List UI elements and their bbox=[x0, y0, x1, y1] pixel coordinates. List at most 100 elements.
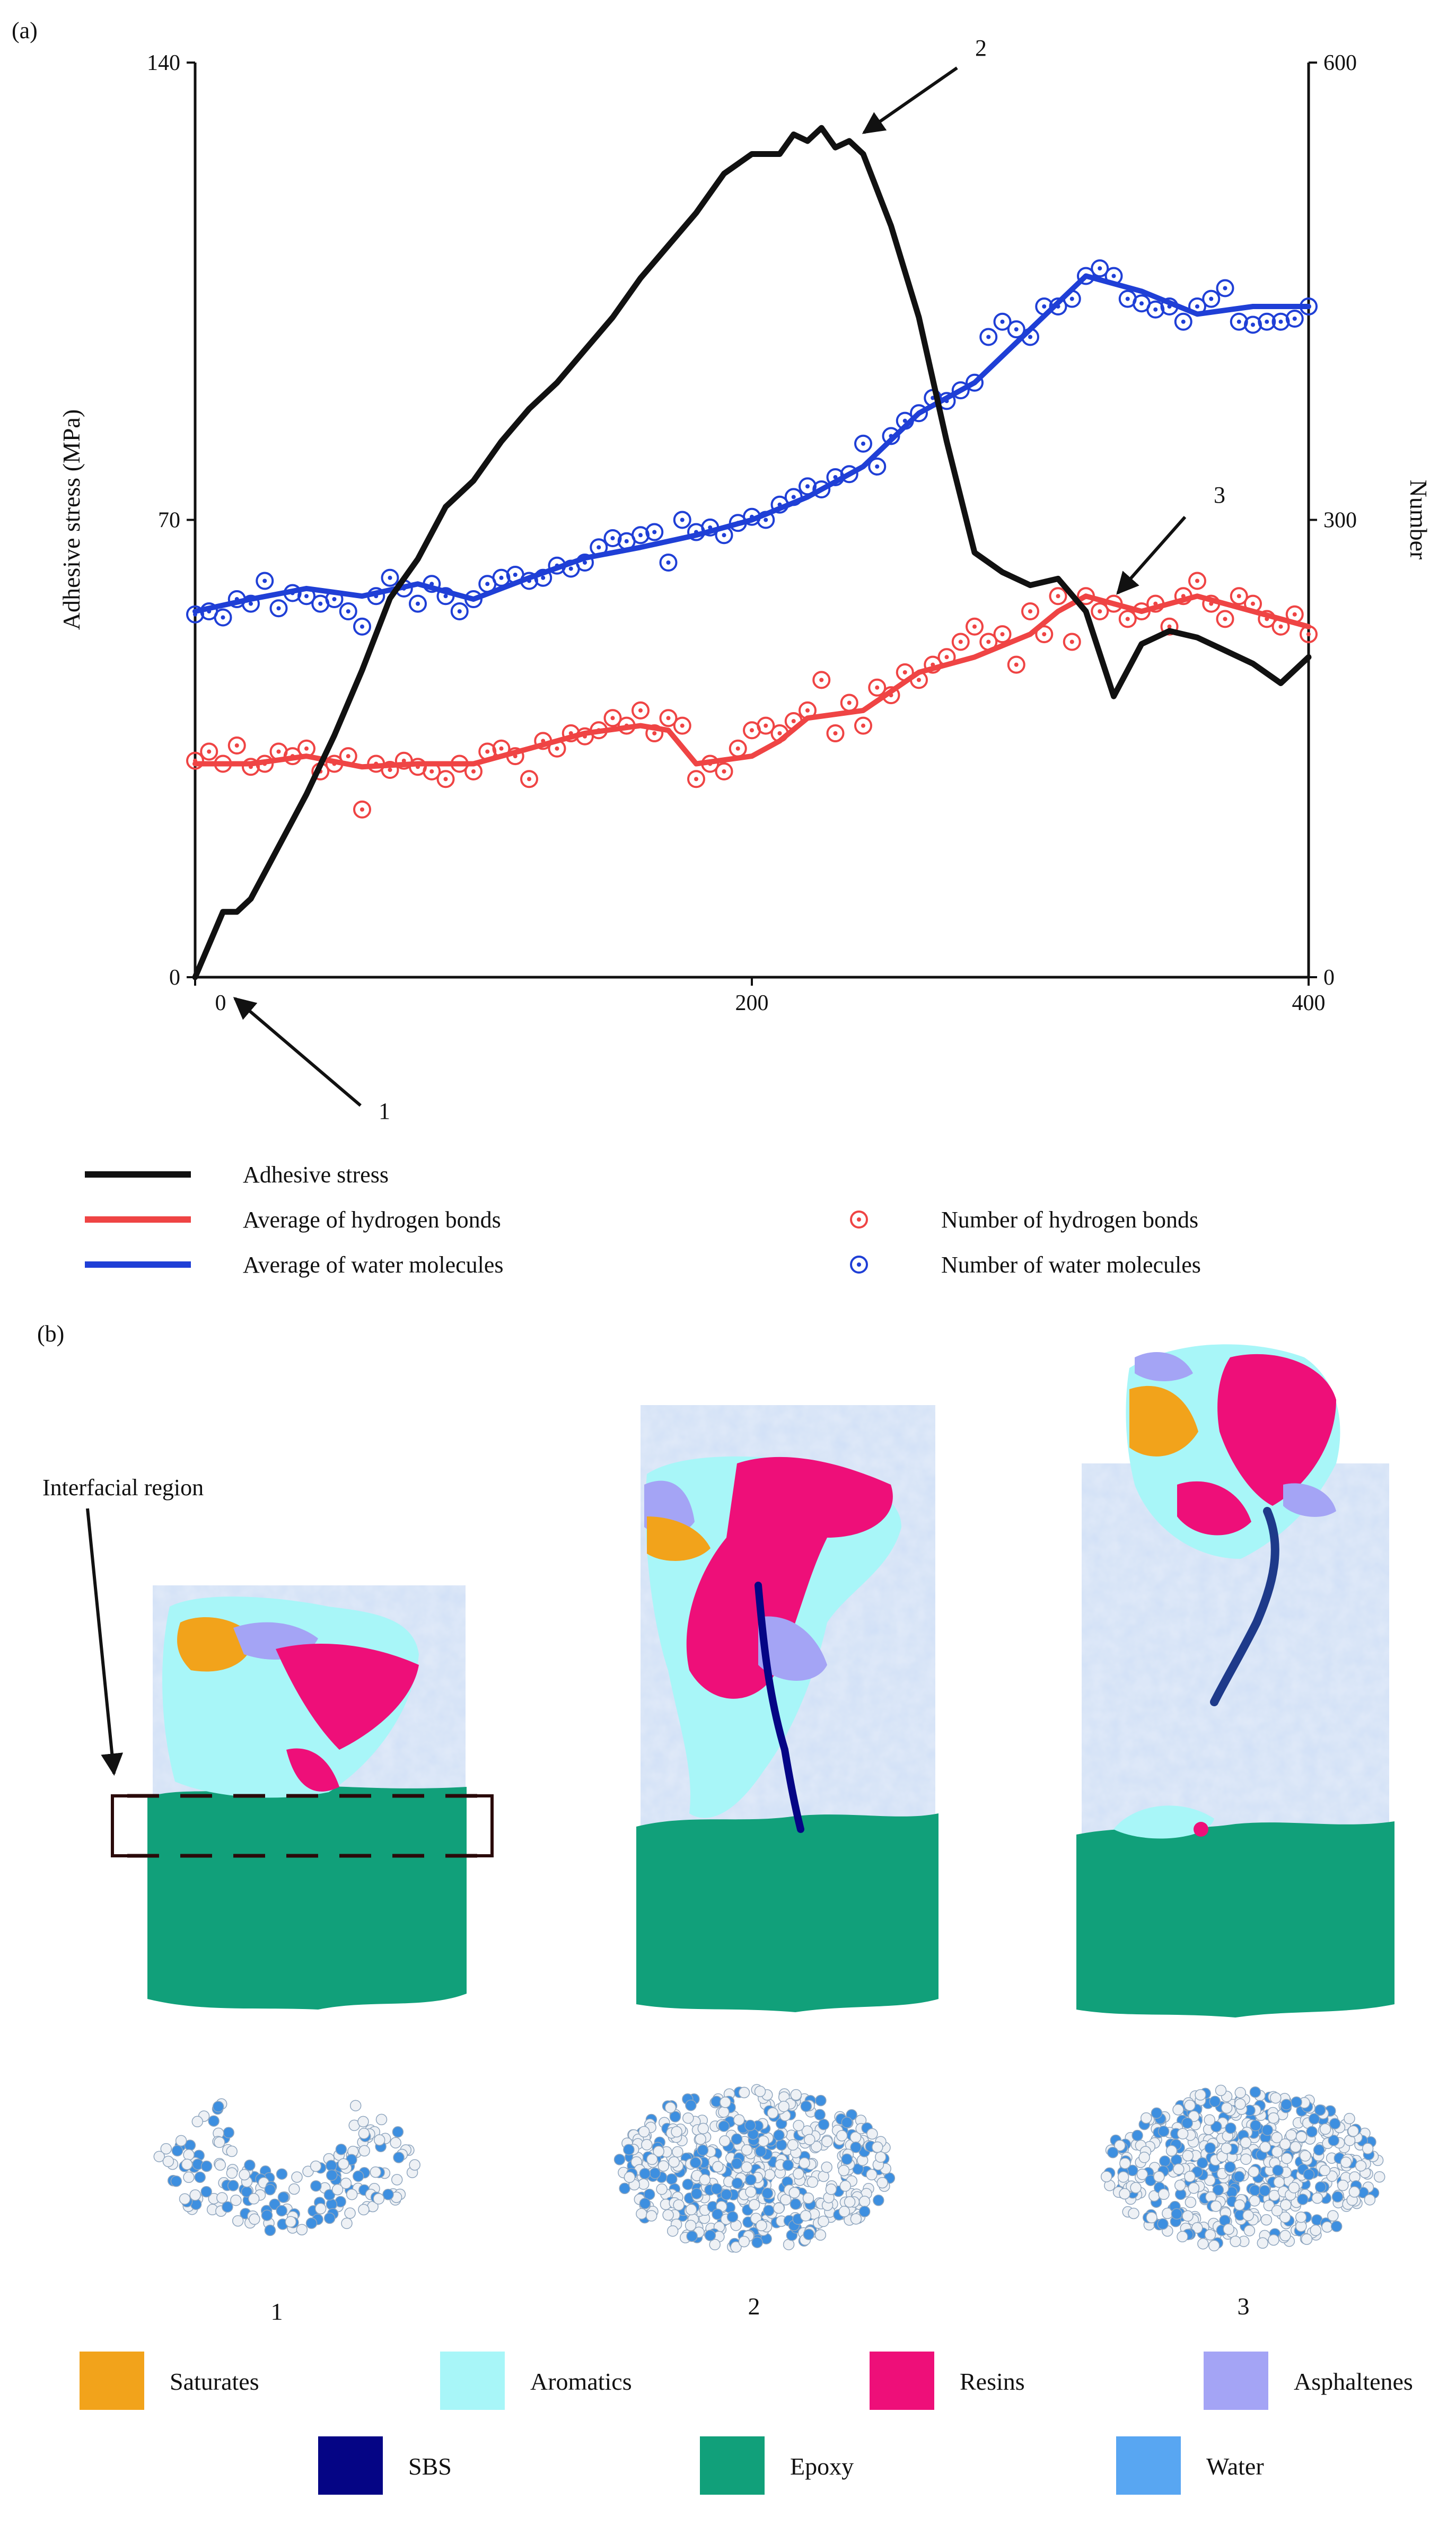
data-point bbox=[757, 716, 775, 735]
data-point bbox=[450, 602, 469, 620]
asphaltenes-blob-3b bbox=[1283, 1483, 1336, 1517]
panel-a-label: (a) bbox=[12, 17, 38, 43]
data-point bbox=[729, 739, 747, 758]
legend-swatch bbox=[700, 2436, 765, 2495]
legend-swatch bbox=[1116, 2436, 1181, 2495]
data-point bbox=[687, 770, 705, 788]
data-point bbox=[1230, 312, 1248, 331]
data-point bbox=[645, 523, 664, 541]
resins-blob-3b bbox=[1177, 1481, 1251, 1536]
y-left-tick-label: 0 bbox=[169, 966, 180, 990]
data-point bbox=[1202, 290, 1221, 308]
saturates-blob-3 bbox=[1129, 1385, 1198, 1457]
data-point bbox=[659, 709, 678, 727]
data-point bbox=[353, 800, 371, 819]
data-point bbox=[631, 526, 650, 545]
data-point bbox=[1007, 655, 1025, 674]
interfacial-bracket-left bbox=[111, 1794, 127, 1857]
chart-legend: Adhesive stress Average of hydrogen bonds… bbox=[85, 1162, 1201, 1278]
data-point bbox=[993, 312, 1012, 331]
data-point bbox=[603, 709, 622, 727]
resins-blob-2 bbox=[686, 1457, 893, 1699]
data-point bbox=[353, 617, 371, 636]
y-right-tick-label: 300 bbox=[1323, 508, 1357, 533]
data-point bbox=[1216, 610, 1234, 628]
y-left-tick-label: 70 bbox=[158, 508, 180, 533]
data-point bbox=[409, 594, 427, 613]
snapshot-3 bbox=[1076, 1344, 1394, 2018]
data-point bbox=[1118, 610, 1137, 628]
asphaltenes-blob-3 bbox=[1135, 1352, 1193, 1381]
series-line-average-of-hydrogen-bonds bbox=[192, 593, 1311, 770]
legend-swatch bbox=[870, 2352, 934, 2410]
data-point bbox=[854, 716, 872, 735]
resins-blob-1 bbox=[276, 1644, 419, 1750]
legend-item: Resins bbox=[870, 2352, 1025, 2410]
snapshot-2 bbox=[636, 1405, 938, 2012]
legend-label: Number of water molecules bbox=[941, 1252, 1201, 1278]
resins-blob-3 bbox=[1217, 1354, 1336, 1506]
data-point bbox=[339, 602, 357, 620]
data-point bbox=[1021, 602, 1039, 620]
chart-a: 0 70 140 0 300 600 0 200 400 Adhesive stress (MP… bbox=[58, 35, 1432, 1124]
legend-swatch bbox=[318, 2436, 383, 2495]
legend-label: Aromatics bbox=[530, 2368, 632, 2395]
binder-residue-3 bbox=[1113, 1805, 1214, 1839]
legend-label: Average of water molecules bbox=[243, 1252, 504, 1278]
data-point bbox=[1035, 625, 1054, 644]
legend-item: Adhesive stress bbox=[85, 1162, 389, 1188]
data-point bbox=[840, 694, 858, 712]
annotation-label-3: 3 bbox=[1214, 482, 1225, 508]
data-point bbox=[993, 625, 1012, 644]
component-legend: Saturates Aromatics Resins Asphaltenes SBS Ep… bbox=[80, 2352, 1413, 2495]
data-point bbox=[854, 434, 872, 453]
data-point bbox=[1091, 602, 1109, 620]
data-point bbox=[200, 742, 218, 761]
legend-item: Epoxy bbox=[700, 2436, 854, 2495]
legend-item: Average of water molecules bbox=[85, 1252, 504, 1278]
snapshot-1 bbox=[86, 1508, 494, 2010]
legend-swatch bbox=[1204, 2352, 1268, 2410]
legend-label: SBS bbox=[408, 2453, 452, 2480]
annotation-arrow-2 bbox=[862, 66, 958, 134]
legend-swatch bbox=[80, 2352, 144, 2410]
legend-label: Average of hydrogen bonds bbox=[243, 1207, 501, 1233]
interfacial-region-label: Interfacial region bbox=[42, 1475, 204, 1501]
y-right-tick-label: 0 bbox=[1323, 966, 1335, 990]
asphaltenes-blob-2b bbox=[758, 1616, 827, 1681]
annotation-arrow-3 bbox=[1116, 516, 1187, 595]
snapshot-label-3: 3 bbox=[1238, 2293, 1250, 2320]
legend-item: Average of hydrogen bonds bbox=[85, 1207, 501, 1233]
epoxy-layer-1 bbox=[147, 1786, 467, 2010]
data-point bbox=[256, 572, 274, 590]
legend-item: Aromatics bbox=[440, 2352, 632, 2410]
data-point bbox=[227, 736, 246, 755]
resins-blob-1b bbox=[286, 1748, 339, 1792]
interfacial-arrow bbox=[86, 1508, 124, 1776]
data-point bbox=[631, 701, 650, 720]
data-point bbox=[1244, 315, 1262, 334]
legend-item: Number of water molecules bbox=[850, 1252, 1201, 1278]
legend-label: Number of hydrogen bonds bbox=[941, 1207, 1198, 1233]
legend-label: Resins bbox=[960, 2368, 1025, 2395]
data-point bbox=[242, 594, 260, 613]
data-point bbox=[1216, 279, 1234, 297]
legend-item: Asphaltenes bbox=[1204, 2352, 1413, 2410]
data-point bbox=[673, 716, 691, 735]
water-cluster-3 bbox=[1100, 2084, 1385, 2252]
resins-residue-3 bbox=[1194, 1822, 1208, 1837]
legend-item: Saturates bbox=[80, 2352, 259, 2410]
x-tick-label: 200 bbox=[735, 991, 769, 1015]
data-point bbox=[1188, 572, 1206, 590]
data-point bbox=[1007, 320, 1025, 339]
annotation-label-2: 2 bbox=[975, 35, 987, 61]
panel-b: 1 2 3 Interfacial region Saturates Aromat… bbox=[42, 1344, 1413, 2495]
sbs-chain-3 bbox=[1210, 1507, 1279, 1706]
water-cluster-2 bbox=[613, 2084, 896, 2253]
y-axis-right-label: Number bbox=[1405, 480, 1432, 560]
legend-label: Epoxy bbox=[790, 2453, 854, 2480]
epoxy-layer-2 bbox=[636, 1813, 938, 2012]
x-tick-label: 0 bbox=[215, 991, 226, 1015]
data-point bbox=[520, 770, 538, 788]
data-point bbox=[979, 328, 998, 346]
